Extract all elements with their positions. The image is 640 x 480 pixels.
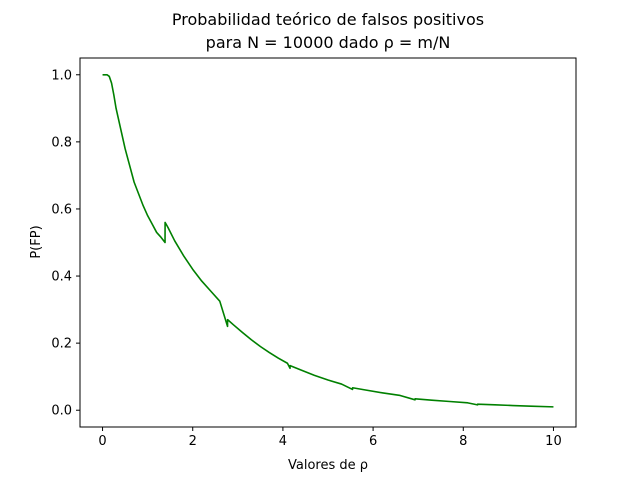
x-tick-label: 6: [369, 434, 377, 449]
series-line-0: [102, 73, 554, 408]
x-tick-label: 10: [545, 434, 562, 449]
y-axis-label: P(FP): [29, 225, 44, 258]
x-tick-label: 8: [459, 434, 467, 449]
x-axis-label: Valores de ρ: [288, 458, 368, 473]
y-tick-label: 1.0: [51, 68, 72, 83]
y-tick-label: 0.6: [51, 202, 72, 217]
x-tick-label: 4: [279, 434, 287, 449]
x-tick-label: 0: [98, 434, 106, 449]
y-tick-label: 0.4: [51, 270, 72, 285]
x-tick-label: 2: [189, 434, 197, 449]
y-axis-ticks: 0.0 0.2 0.4 0.6 0.8 1.0: [51, 68, 80, 419]
y-tick-label: 0.8: [51, 135, 72, 150]
y-tick-label: 0.0: [51, 404, 72, 419]
y-tick-label: 0.2: [51, 337, 72, 352]
chart-title-line2: para N = 10000 dado ρ = m/N: [206, 33, 451, 52]
plot-frame: [79, 57, 577, 428]
x-axis-ticks: 0 2 4 6 8 10: [98, 427, 562, 449]
chart-title-line1: Probabilidad teórico de falsos positivos: [172, 10, 484, 29]
series-layer: [102, 73, 554, 408]
